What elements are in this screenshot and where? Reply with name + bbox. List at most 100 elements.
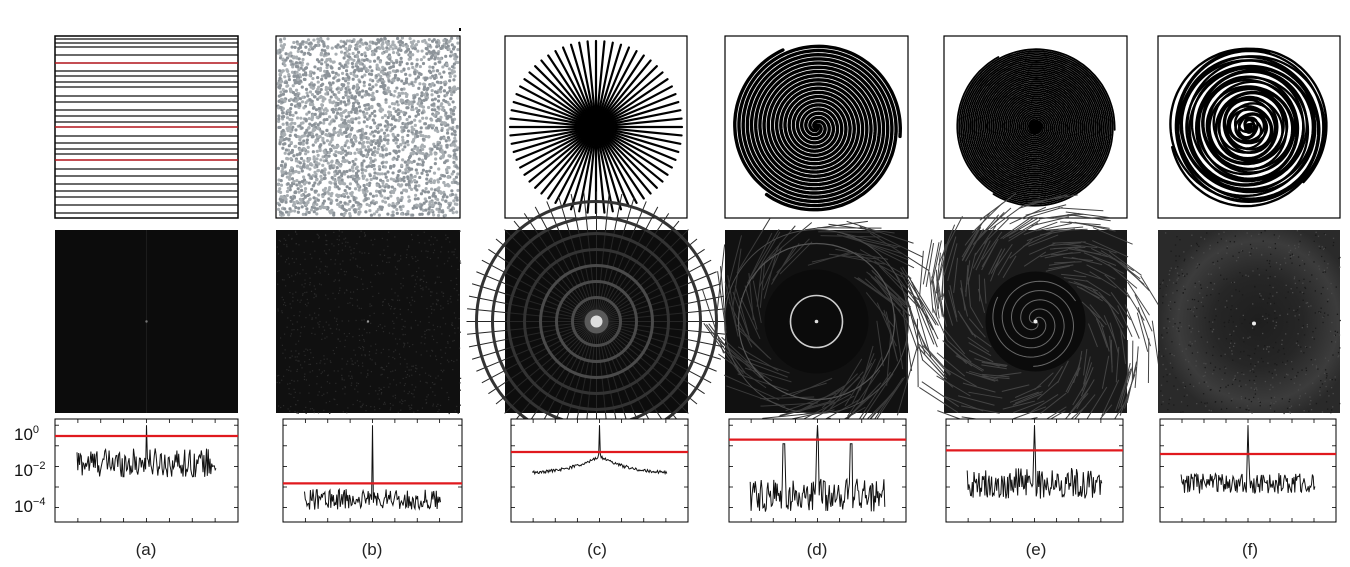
spectrum-speck [288,234,290,236]
pattern-dot [306,134,310,138]
spectrum-speck [1187,308,1189,310]
spectrum-speck [358,307,360,309]
pattern-dot [375,210,379,214]
spectrum-speck [333,370,335,372]
spectrum-speck [1332,354,1334,356]
pattern-dot [307,116,311,121]
pattern-dot [319,53,323,57]
spectrum-speck [1209,282,1212,284]
spectrum-web [706,324,744,375]
pattern-dot [300,85,304,89]
spectrum-speck [326,240,328,242]
spectrum-speck [304,373,306,375]
pattern-dot [408,53,412,57]
spectrum-speck [1159,287,1161,289]
spectrum-speck [1318,268,1321,270]
spectrum-speck [1323,260,1326,262]
spectrum-speck [1301,259,1304,262]
pattern-dot [371,50,375,54]
spectrum-speck [419,278,422,280]
spectrum-speck [1210,388,1212,391]
pattern-dot [443,183,447,188]
spectrum-speck [288,366,291,368]
pattern-dot [371,194,375,198]
pattern-dot [294,128,298,132]
pattern-dot [410,107,414,112]
spectrum-speck [1267,277,1269,279]
spectrum-speck [1185,359,1187,361]
spectrum-speck [335,320,338,322]
spectrum-speck [425,402,427,404]
spectrum-speck [453,288,455,290]
spectrum-speck [349,377,352,380]
spectrum-speck [406,374,409,376]
pattern-dot [353,151,357,155]
spectrum-speck [1220,355,1222,357]
pattern-dot [381,199,385,203]
spectrum-speck [430,375,432,377]
spectrum-speck [341,358,343,360]
spectrum-speck [415,283,417,285]
spectrum-web [902,310,913,371]
spectrum-speck [1323,315,1325,318]
spectrum-speck [1303,410,1305,412]
spectrum-speck [1251,327,1254,329]
spectrum-ray [546,201,597,322]
spectrum-speck [1165,294,1167,296]
spectrum-speck [1334,376,1336,378]
spectrum-web [990,205,1024,230]
spectrum-web [890,267,929,320]
pattern-dot [362,190,366,195]
pattern-dot [380,161,384,165]
spectrum-speck [380,374,382,376]
pattern-dot [308,83,312,87]
pattern-dot [371,95,375,99]
pattern-dot [438,72,442,76]
pattern-dot [346,98,351,103]
spectrum-speck [404,333,406,336]
spectrum-speck [391,288,393,290]
pattern-dot [369,201,374,205]
spectrum-speck [449,347,451,349]
spectrum-web [1022,232,1053,248]
spectrum-speck [1213,283,1216,285]
pattern-dot [450,172,454,176]
pattern-dot [320,103,324,107]
spectrum-speck [1254,365,1256,367]
spectrum-web [1067,213,1111,222]
spectrum-speck [1239,272,1241,274]
spectrum-speck [1247,354,1249,357]
spectrum-speck [294,411,296,413]
spectrum-web [779,399,835,416]
spectrum-web [878,265,920,309]
spectrum-speck [334,398,336,401]
pattern-dot [355,85,359,90]
spectrum-speck [299,263,302,266]
pattern-dot [383,124,387,128]
spectrum-speck [312,356,314,359]
pattern-dot [452,90,456,94]
spectrum-speck [334,263,336,265]
pattern-dot [450,118,455,122]
spectrum-speck [393,351,395,353]
spectrum-web [1028,234,1059,247]
pattern-dot [356,40,360,44]
spectrum-speck [297,299,299,301]
pattern-dot [373,153,377,157]
spectrum-speck [297,360,299,362]
pattern-dot [277,119,281,123]
spectrum-speck [438,409,440,411]
pattern-dot [433,152,438,156]
spectrum-web [1080,367,1094,397]
pattern-dot [403,160,407,164]
spectrum-speck [1166,332,1168,334]
pattern-dot [357,188,361,192]
spectrum-speck [1283,412,1285,415]
spectrum-speck [1326,267,1328,269]
spectrum-speck [339,287,341,289]
spectrum-speck [341,368,343,370]
spectrum-speck [284,301,286,304]
pattern-dot [313,181,317,185]
spectrum-speck [321,371,323,373]
pattern-dot [283,132,287,137]
